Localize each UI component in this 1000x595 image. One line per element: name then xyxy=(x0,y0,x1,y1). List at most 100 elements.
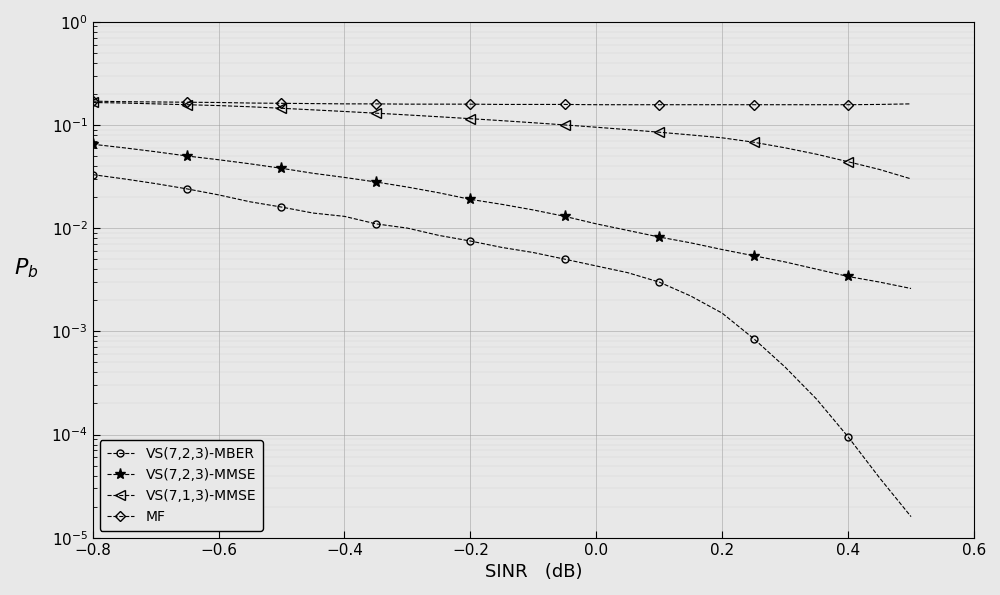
VS(7,1,3)-MMSE xyxy=(559,121,571,129)
VS(7,2,3)-MMSE xyxy=(527,206,539,214)
VS(7,1,3)-MMSE xyxy=(842,158,854,165)
VS(7,2,3)-MMSE xyxy=(370,178,382,186)
VS(7,1,3)-MMSE xyxy=(874,166,886,173)
Legend: VS(7,2,3)-MBER, VS(7,2,3)-MMSE, VS(7,1,3)-MMSE, MF: VS(7,2,3)-MBER, VS(7,2,3)-MMSE, VS(7,1,3… xyxy=(100,440,263,531)
VS(7,2,3)-MMSE xyxy=(181,152,193,159)
VS(7,1,3)-MMSE xyxy=(527,119,539,126)
VS(7,2,3)-MBER xyxy=(653,278,665,286)
MF xyxy=(496,101,508,108)
MF xyxy=(716,101,728,108)
MF xyxy=(118,98,130,105)
VS(7,1,3)-MMSE xyxy=(811,151,823,158)
VS(7,2,3)-MBER xyxy=(779,364,791,371)
VS(7,2,3)-MMSE xyxy=(401,183,413,190)
VS(7,2,3)-MBER xyxy=(401,224,413,231)
VS(7,2,3)-MBER xyxy=(181,185,193,192)
MF xyxy=(401,101,413,108)
VS(7,2,3)-MBER xyxy=(716,309,728,317)
VS(7,2,3)-MBER xyxy=(622,269,634,276)
MF xyxy=(433,101,445,108)
VS(7,2,3)-MBER xyxy=(527,249,539,256)
MF xyxy=(811,101,823,108)
Line: VS(7,2,3)-MMSE: VS(7,2,3)-MMSE xyxy=(87,139,917,294)
MF xyxy=(590,101,602,108)
VS(7,2,3)-MBER xyxy=(118,176,130,183)
VS(7,2,3)-MMSE xyxy=(653,233,665,240)
VS(7,2,3)-MMSE xyxy=(87,140,99,148)
MF xyxy=(307,100,319,107)
VS(7,1,3)-MMSE xyxy=(464,115,476,122)
VS(7,1,3)-MMSE xyxy=(150,101,162,108)
VS(7,2,3)-MBER xyxy=(213,192,225,199)
VS(7,1,3)-MMSE xyxy=(905,176,917,183)
VS(7,2,3)-MMSE xyxy=(716,246,728,253)
VS(7,1,3)-MMSE xyxy=(370,109,382,117)
VS(7,1,3)-MMSE xyxy=(338,108,350,115)
VS(7,2,3)-MBER xyxy=(905,513,917,520)
VS(7,2,3)-MBER xyxy=(464,237,476,245)
VS(7,1,3)-MMSE xyxy=(622,126,634,133)
VS(7,2,3)-MBER xyxy=(748,335,760,342)
VS(7,2,3)-MMSE xyxy=(748,252,760,259)
VS(7,1,3)-MMSE xyxy=(685,131,697,139)
VS(7,2,3)-MMSE xyxy=(275,165,287,172)
VS(7,2,3)-MMSE xyxy=(779,258,791,265)
VS(7,1,3)-MMSE xyxy=(87,99,99,106)
VS(7,2,3)-MBER xyxy=(874,474,886,481)
VS(7,2,3)-MBER xyxy=(150,180,162,187)
VS(7,2,3)-MBER xyxy=(433,232,445,239)
VS(7,2,3)-MMSE xyxy=(307,170,319,177)
X-axis label: SINR   (dB): SINR (dB) xyxy=(485,563,582,581)
VS(7,2,3)-MMSE xyxy=(433,189,445,196)
VS(7,2,3)-MBER xyxy=(496,244,508,251)
MF xyxy=(338,101,350,108)
VS(7,2,3)-MBER xyxy=(307,209,319,217)
VS(7,2,3)-MBER xyxy=(842,433,854,440)
MF xyxy=(150,98,162,105)
VS(7,2,3)-MMSE xyxy=(590,220,602,227)
VS(7,1,3)-MMSE xyxy=(496,117,508,124)
VS(7,2,3)-MMSE xyxy=(496,201,508,208)
MF xyxy=(370,101,382,108)
VS(7,2,3)-MBER xyxy=(338,213,350,220)
VS(7,2,3)-MMSE xyxy=(905,285,917,292)
VS(7,2,3)-MMSE xyxy=(874,278,886,286)
VS(7,2,3)-MMSE xyxy=(118,144,130,151)
Y-axis label: $P_b$: $P_b$ xyxy=(14,256,38,280)
VS(7,2,3)-MBER xyxy=(590,262,602,270)
MF xyxy=(527,101,539,108)
VS(7,1,3)-MMSE xyxy=(181,101,193,108)
Line: MF: MF xyxy=(89,98,915,108)
VS(7,1,3)-MMSE xyxy=(779,144,791,151)
VS(7,2,3)-MBER xyxy=(244,198,256,205)
MF xyxy=(905,101,917,108)
MF xyxy=(748,101,760,108)
VS(7,2,3)-MMSE xyxy=(244,160,256,167)
VS(7,2,3)-MMSE xyxy=(338,174,350,181)
Line: VS(7,1,3)-MMSE: VS(7,1,3)-MMSE xyxy=(88,98,916,184)
VS(7,1,3)-MMSE xyxy=(653,129,665,136)
VS(7,2,3)-MMSE xyxy=(842,273,854,280)
VS(7,1,3)-MMSE xyxy=(590,124,602,131)
VS(7,2,3)-MBER xyxy=(559,256,571,263)
VS(7,1,3)-MMSE xyxy=(118,99,130,107)
VS(7,2,3)-MMSE xyxy=(559,213,571,220)
VS(7,1,3)-MMSE xyxy=(433,113,445,120)
MF xyxy=(87,98,99,105)
VS(7,2,3)-MMSE xyxy=(464,196,476,203)
MF xyxy=(559,101,571,108)
VS(7,2,3)-MBER xyxy=(370,220,382,227)
VS(7,2,3)-MMSE xyxy=(150,148,162,155)
VS(7,1,3)-MMSE xyxy=(213,102,225,109)
VS(7,2,3)-MMSE xyxy=(622,227,634,234)
MF xyxy=(779,101,791,108)
MF xyxy=(213,99,225,106)
VS(7,2,3)-MBER xyxy=(275,203,287,211)
MF xyxy=(842,101,854,108)
VS(7,2,3)-MMSE xyxy=(811,265,823,273)
MF xyxy=(653,101,665,108)
VS(7,2,3)-MMSE xyxy=(213,156,225,163)
VS(7,1,3)-MMSE xyxy=(244,103,256,110)
MF xyxy=(685,101,697,108)
VS(7,2,3)-MMSE xyxy=(685,239,697,246)
